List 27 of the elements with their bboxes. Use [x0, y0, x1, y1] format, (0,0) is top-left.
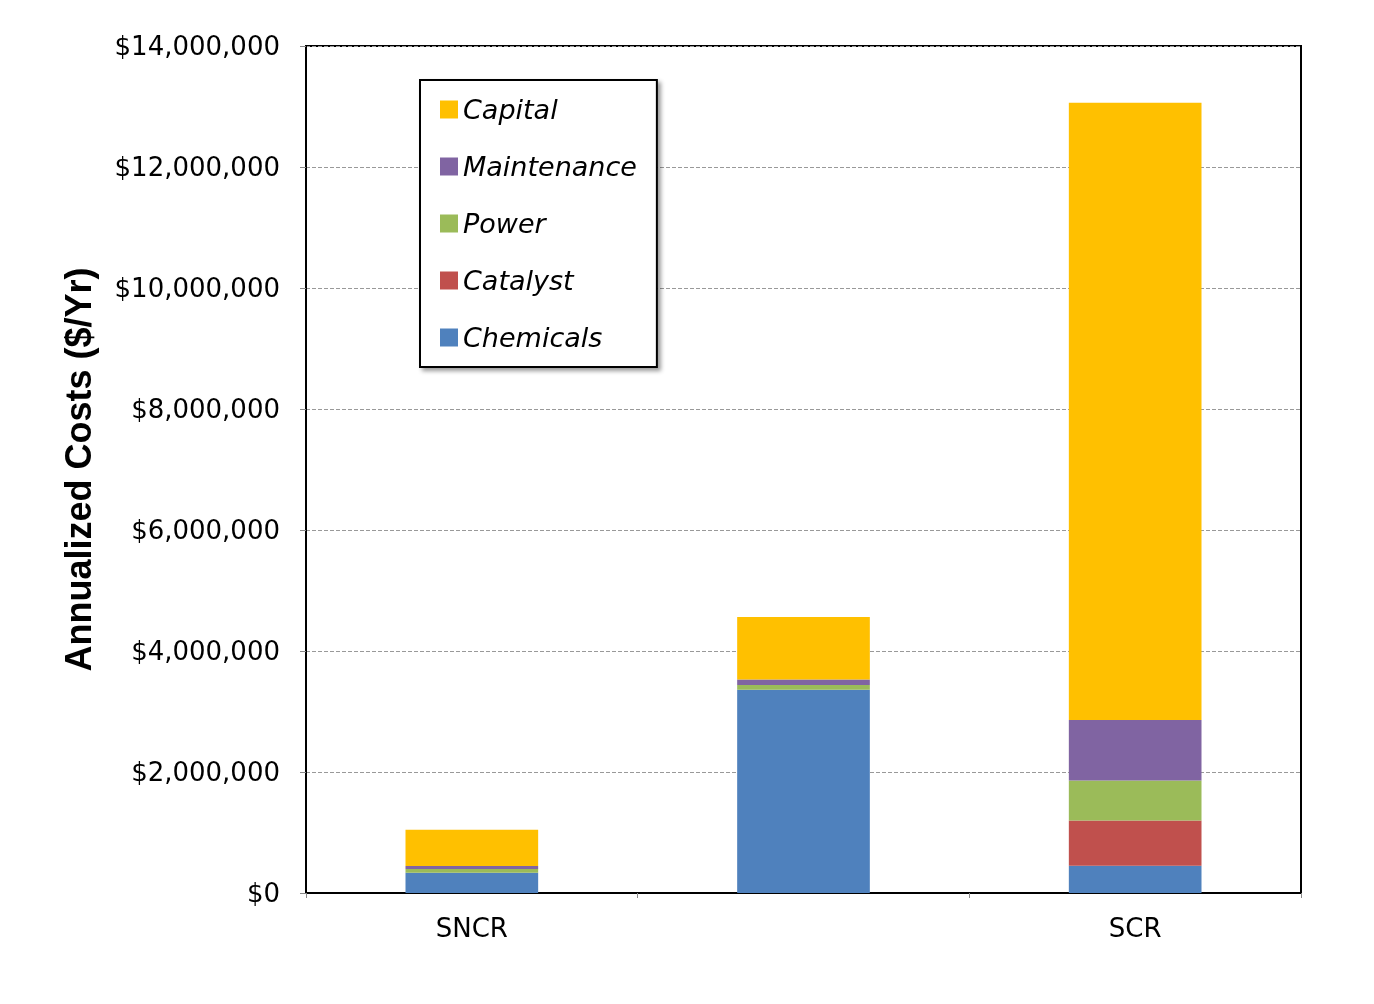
bar	[1068, 865, 1202, 893]
y-tick-label: $14,000,000	[114, 31, 280, 61]
bar	[1068, 719, 1202, 781]
y-tick-label: $2,000,000	[131, 757, 280, 787]
y-tick-label: $6,000,000	[131, 515, 280, 545]
bar	[737, 684, 870, 690]
bar	[737, 689, 870, 893]
legend-label: Capital	[463, 94, 559, 125]
legend-label: Power	[463, 208, 548, 239]
bar	[1068, 780, 1202, 821]
x-tick-label: SCR	[1108, 913, 1162, 943]
bar	[405, 872, 539, 893]
bar	[737, 617, 870, 680]
bar	[737, 679, 870, 685]
legend-label: Catalyst	[463, 265, 576, 296]
y-axis-title: Annualized Costs ($/Yr)	[57, 267, 99, 672]
legend-label: Chemicals	[463, 322, 603, 353]
y-tick-label: $12,000,000	[114, 152, 280, 182]
legend-label: Maintenance	[463, 151, 637, 182]
bar	[405, 829, 539, 867]
y-tick-label: $8,000,000	[131, 394, 280, 424]
bar	[1068, 820, 1202, 866]
bar	[1068, 102, 1202, 720]
y-tick-label: $10,000,000	[114, 273, 280, 303]
x-tick-label: SNCR	[435, 913, 508, 943]
y-tick-label: $0	[246, 878, 280, 908]
y-tick-label: $4,000,000	[131, 636, 280, 666]
